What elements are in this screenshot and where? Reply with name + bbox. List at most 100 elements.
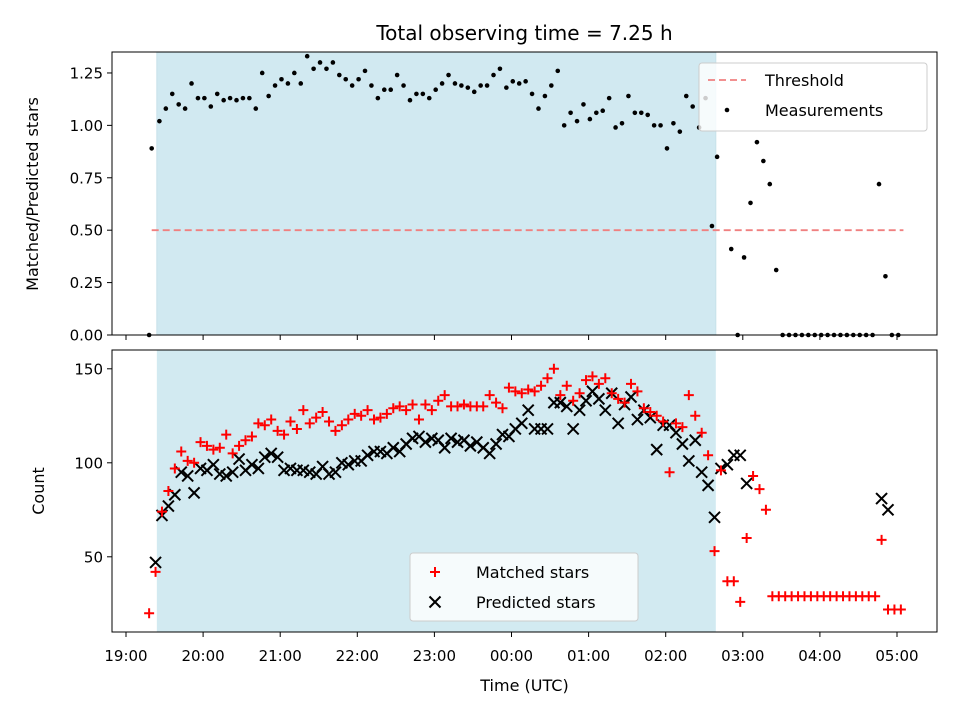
matched-star-point: [420, 399, 431, 410]
y-tick-label: 0.75: [70, 169, 103, 187]
matched-star-point: [574, 388, 585, 399]
matched-star-point: [227, 448, 238, 459]
measurement-point: [426, 95, 432, 101]
predicted-star-point: [264, 447, 278, 460]
predicted-star-point: [226, 465, 239, 479]
matched-star-point: [189, 457, 200, 468]
measurement-point: [189, 81, 194, 86]
measurement-point: [581, 102, 586, 107]
matched-star-point: [195, 437, 206, 448]
predicted-star-point: [599, 403, 612, 417]
measurement-point: [375, 95, 381, 101]
matched-star-point: [593, 378, 604, 389]
y-tick-label: 50: [84, 548, 103, 566]
measurement-point: [285, 81, 291, 86]
matched-star-point: [304, 418, 315, 429]
x-tick-label: 19:00: [104, 647, 147, 665]
matched-star-point: [150, 566, 161, 577]
measurement-point: [613, 125, 618, 130]
matched-star-point: [870, 591, 881, 602]
y-tick-label: 0.50: [70, 222, 103, 240]
predicted-star-point: [149, 556, 162, 569]
predicted-star-point: [579, 394, 593, 407]
matched-star-point: [369, 414, 380, 425]
matched-star-point: [741, 533, 752, 543]
predicted-star-point: [232, 452, 246, 466]
matched-star-point: [330, 425, 341, 436]
matched-star-point: [542, 373, 553, 384]
x-tick-label: 22:00: [336, 647, 379, 665]
matched-star-point: [510, 386, 521, 397]
measurement-point: [304, 53, 310, 59]
matched-star-point: [568, 395, 579, 406]
matched-star-point: [144, 608, 155, 619]
matched-star-point: [555, 390, 566, 401]
predicted-star-point: [220, 469, 233, 483]
measurement-point: [279, 76, 284, 82]
measurement-point: [478, 83, 483, 88]
measurement-point: [504, 85, 509, 90]
matched-star-point: [895, 604, 906, 615]
bottom-plot-frame: [111, 349, 938, 633]
matched-star-point: [407, 399, 418, 410]
matched-star-point: [221, 429, 232, 440]
legend-measurements-label: Measurements: [765, 101, 883, 120]
measurement-point: [407, 97, 413, 103]
matched-star-point: [452, 401, 463, 412]
matched-star-point: [343, 414, 354, 425]
measurement-point: [626, 93, 631, 99]
matched-star-point: [439, 390, 450, 401]
predicted-star-point: [258, 450, 271, 464]
matched-star-point: [703, 450, 714, 461]
measurement-point: [741, 255, 747, 260]
matched-star-point: [375, 412, 386, 423]
y-tick-label: 150: [74, 360, 103, 378]
predicted-star-point: [515, 417, 528, 430]
legend-matched-swatch: [430, 567, 440, 577]
predicted-star-point: [734, 449, 747, 462]
matched-star-point: [169, 463, 180, 474]
y-tick-label: 1.25: [70, 64, 103, 82]
predicted-star-point: [644, 411, 657, 424]
matched-star-point: [458, 399, 469, 410]
matched-star-point: [413, 414, 424, 425]
matched-star-point: [503, 382, 514, 393]
measurement-point: [542, 93, 548, 99]
measurement-point: [619, 120, 625, 126]
x-tick-label: 20:00: [181, 647, 224, 665]
predicted-star-point: [483, 447, 496, 460]
measurement-point: [266, 93, 271, 99]
matched-star-point: [632, 386, 643, 397]
matched-star-point: [748, 470, 759, 481]
measurement-point: [465, 85, 471, 90]
measurement-point: [484, 83, 490, 88]
x-tick-label: 01:00: [567, 647, 610, 665]
measurement-point: [240, 95, 246, 101]
measurement-point: [149, 146, 154, 151]
predicted-star-point: [631, 413, 644, 426]
chart-title: Total observing time = 7.25 h: [375, 21, 672, 45]
measurement-point: [664, 146, 670, 151]
matched-star-point: [677, 422, 688, 433]
y-tick-label: 100: [74, 454, 103, 472]
legend-predicted-label: Predicted stars: [476, 593, 596, 612]
measurement-point: [767, 181, 773, 187]
matched-star-point: [638, 403, 649, 414]
matched-star-point: [683, 390, 694, 401]
measurement-point: [202, 95, 207, 101]
x-tick-label: 23:00: [413, 647, 456, 665]
y-tick-label: 0.25: [70, 274, 103, 292]
matched-star-point: [156, 506, 167, 517]
measurement-point: [773, 267, 779, 273]
matched-star-point: [356, 410, 367, 421]
observing-window-span-top: [156, 51, 717, 336]
measurement-point: [214, 91, 220, 97]
measurement-point: [439, 81, 445, 86]
predicted-star-point: [187, 486, 201, 500]
predicted-star-point: [560, 400, 573, 413]
measurement-point: [632, 110, 638, 116]
matched-star-point: [234, 440, 245, 451]
top-legend: Threshold Measurements: [698, 62, 928, 132]
predicted-star-point: [676, 437, 689, 451]
matched-star-point: [317, 407, 328, 418]
